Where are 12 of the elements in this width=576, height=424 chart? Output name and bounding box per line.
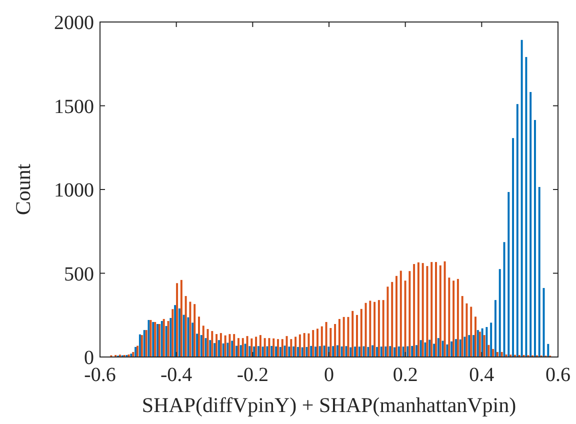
x-tick-label: 0	[324, 364, 334, 386]
y-tick-label: 1500	[54, 96, 94, 118]
y-tick-label: 1000	[54, 180, 94, 202]
x-tick-label: 0.4	[469, 364, 494, 386]
x-tick-label: 0.6	[546, 364, 570, 386]
y-tick-label: 500	[64, 263, 94, 286]
x-tick-label: 0.2	[392, 364, 418, 386]
x-tick-label: -0.4	[160, 364, 192, 386]
y-tick-label: 2000	[54, 12, 94, 34]
x-tick-label: -0.2	[236, 364, 269, 386]
x-axis-title: SHAP(diffVpinY) + SHAP(manhattanVpin)	[142, 393, 516, 417]
y-axis-title: Count	[11, 164, 35, 216]
